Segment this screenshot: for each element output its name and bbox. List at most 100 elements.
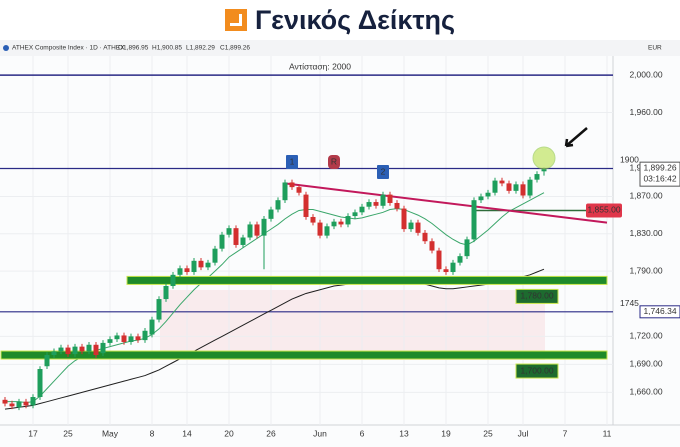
cloud-shade <box>160 290 545 360</box>
candle-body <box>142 330 148 341</box>
event-marker-label: 1 <box>290 156 295 166</box>
y-tick-label: 1,790.00 <box>629 265 662 275</box>
x-tick-label: May <box>102 428 119 438</box>
candle-body <box>317 222 323 236</box>
trendline <box>284 182 608 224</box>
info-bar <box>0 40 680 56</box>
candle-body <box>506 183 512 191</box>
page-title: Γενικός Δείκτης <box>254 4 456 35</box>
ohlc-open: O1,896.95 <box>118 45 149 52</box>
candle-body <box>86 344 92 352</box>
candle-body <box>373 202 379 206</box>
symbol-icon <box>3 45 9 51</box>
candle-body <box>156 299 162 320</box>
level-label: 1745 <box>620 298 639 308</box>
zone-tag <box>515 288 559 304</box>
plot-layer: 2,000.001,960.001,900.001,870.001,830.00… <box>0 56 680 438</box>
candle-body <box>485 192 491 197</box>
logo-icon <box>224 9 247 31</box>
event-marker-label: 2 <box>381 166 386 176</box>
countdown-label: 03:16:42 <box>643 173 676 183</box>
event-marker-label: R <box>331 156 337 166</box>
event-marker <box>328 155 340 169</box>
candle-body <box>478 196 484 201</box>
candle-body <box>135 336 141 341</box>
candle-body <box>408 222 414 230</box>
chart-bg <box>0 40 680 447</box>
candle-body <box>58 347 64 352</box>
candle-body <box>394 202 400 209</box>
candle-body <box>429 241 435 251</box>
candle-body <box>310 216 316 223</box>
candle-body <box>23 401 29 406</box>
candle-body <box>198 260 204 268</box>
candle-body <box>128 336 134 342</box>
resistance-label: Αντίσταση: 2000 <box>289 61 351 71</box>
candle-body <box>184 268 190 273</box>
x-tick-label: 17 <box>28 428 38 438</box>
candle-body <box>30 397 36 406</box>
support-zone <box>126 275 608 285</box>
candle-body <box>415 222 421 233</box>
level-value-label: 1,746.34 <box>643 306 676 316</box>
candle-body <box>450 262 456 273</box>
y-tick-label: 1,870.00 <box>629 191 662 201</box>
candle-body <box>296 187 302 193</box>
x-tick-label: 11 <box>603 428 612 438</box>
candle-body <box>9 403 15 407</box>
candle-body <box>520 184 526 196</box>
chart: ATHEX Composite Index · 1D · ATHEX O1,89… <box>0 40 680 447</box>
candle-body <box>464 239 470 257</box>
candle-body <box>289 182 295 188</box>
last-price-tag <box>639 161 680 187</box>
candle-body <box>107 339 113 343</box>
candle-body <box>401 208 407 230</box>
candle-body <box>380 194 386 206</box>
highlight-circle <box>532 146 556 170</box>
candle-body <box>240 237 246 245</box>
candle-body <box>492 180 498 193</box>
zone-value-label: 1,700.00 <box>520 365 553 375</box>
level-tag <box>639 305 680 319</box>
candle-body <box>324 226 330 236</box>
level-label: 1900 <box>620 155 639 165</box>
candle-body <box>2 399 8 404</box>
candle-body <box>65 347 71 355</box>
symbol-title: ATHEX Composite Index · 1D · ATHEX <box>12 45 125 52</box>
x-tick-label: 26 <box>266 428 276 438</box>
zone-value-label: 1,780.00 <box>520 291 553 301</box>
price-line-label: 1,855.00 <box>587 205 620 215</box>
candle-body <box>541 169 547 172</box>
x-tick-label: 7 <box>563 428 568 438</box>
x-tick-label: 14 <box>182 428 192 438</box>
candle-body <box>527 179 533 196</box>
candle-body <box>471 200 477 240</box>
y-tick-label: 1,720.00 <box>629 331 662 341</box>
event-marker <box>286 155 298 169</box>
y-tick-label: 1,960.00 <box>629 107 662 117</box>
candle-body <box>100 342 106 354</box>
candle-body <box>79 346 85 352</box>
candle-body <box>114 335 120 340</box>
event-marker <box>377 165 389 179</box>
x-tick-label: 25 <box>63 428 73 438</box>
candle-body <box>177 268 183 275</box>
candle-body <box>51 351 57 356</box>
pointer-arrow <box>564 127 588 148</box>
candle-body <box>387 194 393 203</box>
candle-body <box>233 228 239 245</box>
candle-body <box>254 224 260 236</box>
candle-body <box>331 221 337 227</box>
x-tick-label: 20 <box>224 428 234 438</box>
candle-body <box>359 206 365 213</box>
candle-body <box>163 286 169 300</box>
candle-body <box>226 228 232 235</box>
candle-body <box>191 260 197 273</box>
x-tick-label: 19 <box>441 428 451 438</box>
candle-body <box>261 218 267 236</box>
candle-body <box>443 269 449 273</box>
candle-body <box>44 355 50 367</box>
y-tick-label: 1,660.00 <box>629 387 662 397</box>
candle-body <box>93 344 99 356</box>
